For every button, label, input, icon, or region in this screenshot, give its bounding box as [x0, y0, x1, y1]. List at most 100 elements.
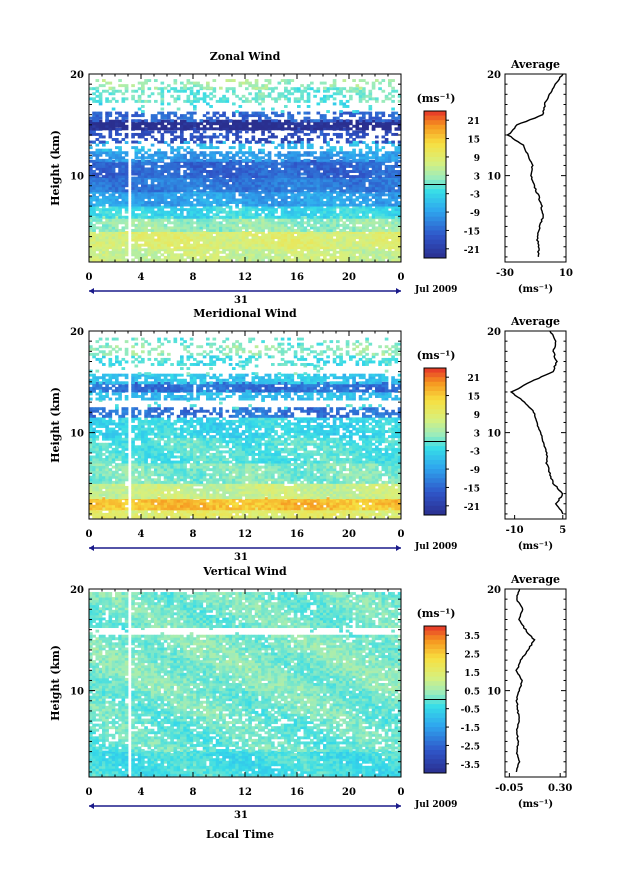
heatmap-cell — [95, 127, 100, 131]
heatmap-cell — [290, 158, 295, 162]
heatmap-cell — [388, 151, 392, 155]
heatmap-cell — [196, 193, 200, 197]
heatmap-cell — [394, 127, 399, 131]
heatmap-cell — [248, 127, 252, 131]
heatmap-cell — [160, 228, 165, 232]
heatmap-cell — [254, 167, 259, 171]
heatmap-cell — [147, 203, 152, 207]
heatmap-cell — [297, 243, 301, 247]
heatmap-cell — [222, 141, 226, 145]
heatmap-cell — [332, 195, 337, 199]
heatmap-cell — [141, 255, 145, 259]
heatmap-cell — [212, 193, 217, 197]
heatmap-cell — [137, 97, 142, 101]
heatmap-cell — [381, 189, 386, 193]
heatmap-cell — [108, 158, 113, 162]
heatmap-cell — [375, 253, 379, 257]
heatmap-cell — [167, 111, 171, 115]
heatmap-cell — [358, 215, 363, 219]
heatmap-cell — [199, 250, 204, 254]
heatmap-cell — [232, 167, 236, 171]
heatmap-cell — [277, 255, 282, 259]
heatmap-cell — [329, 146, 334, 150]
heatmap-cell — [371, 238, 376, 242]
heatmap-cell — [105, 122, 109, 126]
heatmap-cell — [274, 203, 278, 207]
heatmap-cell — [232, 193, 236, 197]
heatmap-cell — [176, 215, 181, 219]
heatmap-cell — [219, 114, 223, 118]
heatmap-cell — [378, 172, 382, 176]
heatmap-cell — [378, 246, 382, 250]
heatmap-cell — [381, 253, 386, 257]
heatmap-cell — [89, 246, 93, 250]
heatmap-cell — [124, 253, 129, 257]
heatmap-cell — [202, 94, 207, 98]
heatmap-cell — [388, 153, 392, 157]
heatmap-cell — [98, 164, 103, 168]
heatmap-cell — [358, 158, 363, 162]
heatmap-cell — [394, 172, 399, 176]
heatmap-cell — [375, 189, 379, 193]
heatmap-cell — [362, 111, 366, 115]
heatmap-cell — [196, 176, 200, 180]
heatmap-cell — [388, 201, 392, 204]
heatmap-cell — [137, 132, 142, 136]
heatmap-cell — [342, 250, 347, 254]
heatmap-cell — [355, 250, 360, 254]
heatmap-cell — [193, 205, 197, 209]
heatmap-cell — [147, 215, 152, 219]
heatmap-cell — [264, 236, 269, 240]
heatmap-cell — [251, 203, 256, 207]
heatmap-cell — [251, 167, 256, 171]
heatmap-cell — [102, 221, 106, 225]
heatmap-cell — [150, 255, 155, 259]
heatmap-cell — [264, 172, 269, 176]
heatmap-cell — [92, 132, 96, 136]
heatmap-cell — [206, 94, 210, 98]
heatmap-cell — [254, 162, 259, 166]
heatmap-cell — [375, 193, 379, 197]
heatmap-cell — [147, 246, 152, 250]
heatmap-cell — [254, 122, 259, 126]
heatmap-cell — [362, 181, 366, 185]
heatmap-cell — [147, 124, 152, 128]
heatmap-cell — [355, 122, 360, 126]
heatmap-cell — [365, 241, 369, 245]
heatmap-cell — [310, 213, 314, 217]
heatmap-cell — [323, 176, 327, 180]
heatmap-cell — [358, 153, 363, 157]
heatmap-cell — [212, 167, 217, 171]
heatmap-cell — [232, 201, 236, 204]
heatmap-cell — [111, 162, 116, 166]
heatmap-cell — [196, 231, 200, 234]
heatmap-cell — [144, 213, 148, 217]
heatmap-cell — [297, 253, 301, 257]
heatmap-cell — [98, 167, 103, 171]
heatmap-cell — [111, 122, 116, 126]
heatmap-cell — [235, 138, 239, 141]
heatmap-cell — [261, 228, 265, 232]
heatmap-cell — [381, 170, 386, 173]
heatmap-cell — [115, 250, 119, 254]
heatmap-cell — [241, 143, 246, 147]
heatmap-cell — [180, 195, 184, 199]
heatmap-cell — [306, 153, 311, 157]
heatmap-cell — [199, 162, 204, 166]
heatmap-cell — [297, 205, 301, 209]
heatmap-cell — [280, 153, 285, 157]
heatmap-cell — [287, 184, 291, 188]
heatmap-cell — [332, 223, 337, 227]
heatmap-cell — [232, 111, 236, 115]
heatmap-cell — [147, 172, 152, 176]
heatmap-cell — [349, 236, 353, 240]
heatmap-cell — [222, 111, 226, 115]
heatmap-cell — [264, 243, 269, 247]
heatmap-cell — [303, 116, 308, 120]
heatmap-cell — [362, 205, 366, 209]
heatmap-cell — [345, 122, 350, 126]
heatmap-cell — [176, 162, 181, 166]
heatmap-cell — [310, 208, 314, 212]
heatmap-cell — [352, 143, 356, 147]
heatmap-cell — [326, 258, 330, 262]
